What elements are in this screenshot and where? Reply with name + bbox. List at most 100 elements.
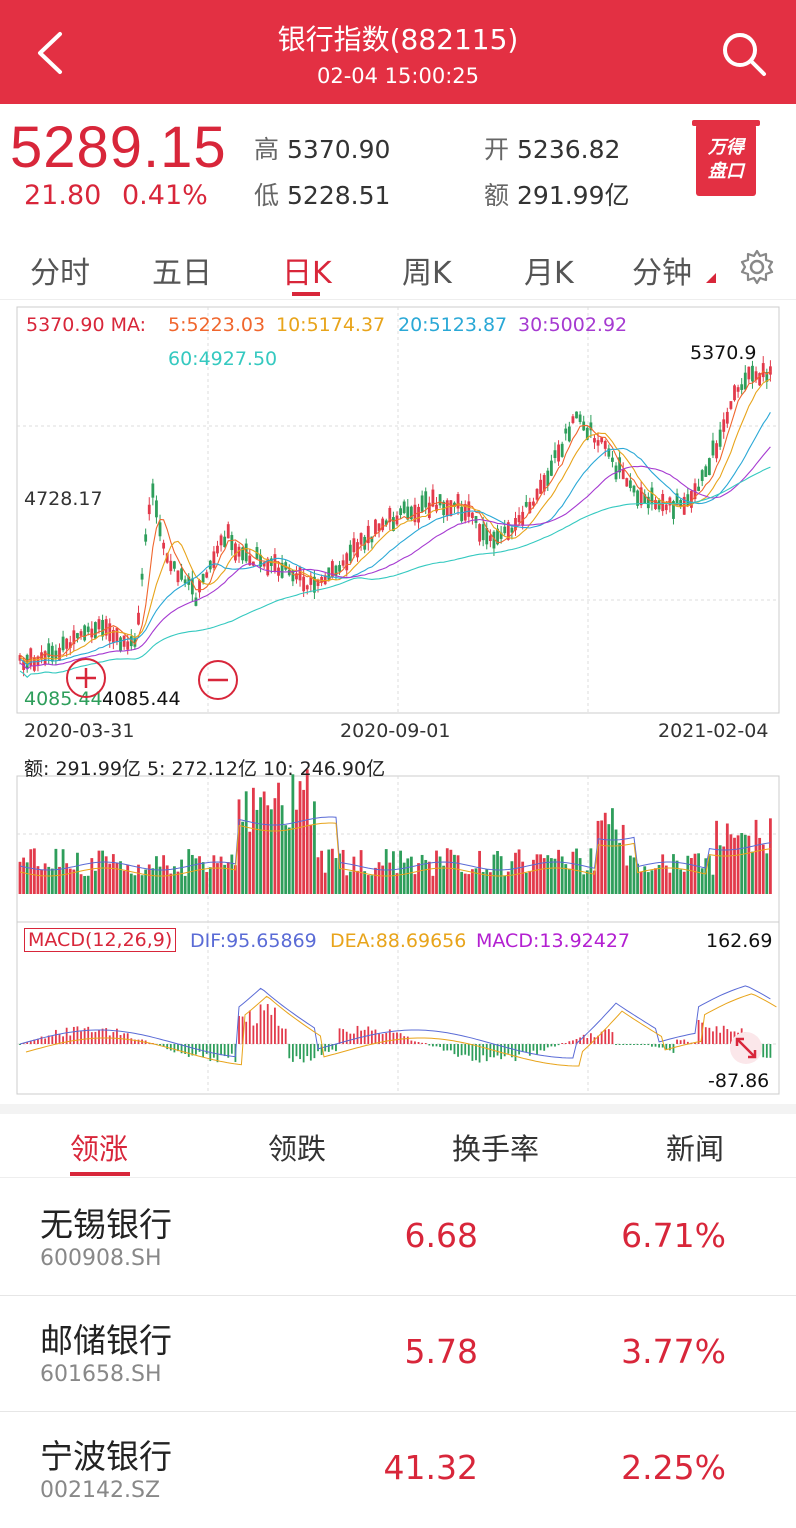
volume-bar: [133, 875, 137, 894]
volume-bar: [420, 854, 424, 894]
macd-bar: [629, 1044, 632, 1045]
volume-bar: [722, 846, 726, 894]
volume-bar: [704, 858, 708, 894]
volume-bar: [693, 853, 697, 894]
k-line-chart[interactable]: 5370.90 MA: 5:5223.03 10:5174.37 20:5123…: [16, 306, 780, 1096]
settings-gear-icon[interactable]: [738, 248, 776, 286]
back-arrow-icon[interactable]: [30, 28, 74, 78]
macd-bar: [589, 1033, 592, 1044]
volume-bar: [334, 858, 338, 894]
ma20-line: [19, 412, 771, 666]
macd-bar: [65, 1027, 68, 1044]
macd-bar: [668, 1044, 671, 1051]
volume-bar: [370, 875, 374, 894]
candle-body: [506, 522, 510, 540]
chart-canvas[interactable]: [16, 306, 780, 1096]
volume-bar: [668, 872, 672, 894]
macd-bar: [37, 1038, 39, 1044]
volume-bar: [596, 820, 600, 894]
stock-row[interactable]: 邮储银行 601658.SH 5.78 3.77%: [0, 1296, 796, 1412]
volume-bar: [575, 848, 578, 894]
candle-body: [661, 493, 665, 512]
stock-row[interactable]: 宁波银行 002142.SZ 41.32 2.25%: [0, 1412, 796, 1528]
volume-bar: [632, 857, 636, 894]
candle-body: [528, 501, 532, 513]
volume-ma10-line: [19, 822, 771, 877]
tab-top-losers[interactable]: 领跌: [268, 1132, 327, 1166]
macd-bar: [611, 1032, 614, 1044]
macd-bar: [636, 1044, 639, 1045]
macd-bar: [730, 1031, 732, 1044]
volume-bar: [553, 858, 557, 894]
volume-bar: [413, 874, 417, 894]
ma20-label: 20:5123.87: [398, 314, 508, 336]
wind-pankou-button[interactable]: 万得 盘口: [692, 120, 760, 196]
macd-bar: [126, 1033, 129, 1044]
candle-body: [137, 612, 140, 625]
tab-news[interactable]: 新闻: [666, 1132, 725, 1166]
volume-bar: [234, 865, 237, 894]
macd-bar: [331, 1044, 334, 1050]
volume-bar: [492, 854, 496, 894]
tab-intraday[interactable]: 分时: [30, 256, 90, 291]
volume-bar: [427, 861, 431, 894]
volume-bar: [557, 849, 560, 894]
macd-bar: [528, 1044, 531, 1056]
macd-bar: [403, 1036, 406, 1044]
tab-monthly-k[interactable]: 月K: [524, 256, 574, 291]
tab-turnover-rate[interactable]: 换手率: [452, 1132, 540, 1166]
tab-minute[interactable]: 分钟: [632, 248, 716, 292]
candle-body: [636, 490, 639, 506]
stock-row[interactable]: 无锡银行 600908.SH 6.68 6.71%: [0, 1180, 796, 1296]
candle-body: [607, 448, 611, 457]
candle-body: [377, 523, 381, 532]
macd-bar: [442, 1044, 445, 1051]
macd-bar: [119, 1035, 122, 1044]
tab-top-gainers[interactable]: 领涨: [70, 1132, 129, 1166]
volume-bar: [711, 874, 715, 894]
zoom-out-button[interactable]: [196, 658, 240, 702]
search-icon[interactable]: [716, 28, 772, 80]
expand-chart-icon[interactable]: [728, 1030, 764, 1066]
volume-bar: [539, 854, 543, 894]
candle-body: [740, 384, 744, 390]
volume-bar: [201, 862, 205, 894]
tab-daily-k[interactable]: 日K: [282, 256, 332, 291]
candle-body: [111, 629, 115, 644]
zoom-in-button[interactable]: [64, 656, 108, 700]
macd-bar: [453, 1044, 456, 1055]
macd-bar: [19, 1044, 21, 1045]
min-axis-label: 4085.44: [24, 688, 103, 710]
candle-body: [18, 655, 22, 661]
volume-bar: [392, 851, 395, 894]
macd-bar: [80, 1031, 82, 1044]
macd-bar: [672, 1044, 675, 1053]
macd-bar: [98, 1029, 100, 1044]
volume-bar: [707, 855, 711, 894]
tab-weekly-k[interactable]: 周K: [402, 256, 452, 291]
volume-bar: [607, 824, 611, 894]
volume-bar: [68, 868, 72, 894]
macd-title[interactable]: MACD(12,26,9): [24, 928, 177, 952]
period-tabs: 分时 五日 日K 周K 月K 分钟: [0, 232, 796, 300]
volume-bar: [650, 870, 654, 894]
volume-bar: [535, 854, 539, 894]
candle-body: [226, 524, 230, 539]
volume-bar: [769, 818, 772, 894]
volume-bar: [18, 861, 22, 894]
macd-bar: [539, 1044, 542, 1051]
volume-bar: [72, 869, 76, 894]
volume-bar: [111, 854, 115, 894]
candle-body: [90, 628, 94, 638]
logo-line2: 盘口: [708, 161, 744, 182]
macd-bar: [704, 1027, 707, 1044]
candle-body: [510, 527, 514, 533]
candle-body: [488, 535, 492, 542]
tab-five-day[interactable]: 五日: [152, 256, 212, 291]
macd-bar: [607, 1029, 610, 1044]
macd-bar: [302, 1044, 305, 1063]
macd-bar: [295, 1044, 298, 1057]
candle-body: [133, 637, 137, 647]
macd-bar: [392, 1032, 395, 1044]
candle-body: [323, 575, 327, 585]
